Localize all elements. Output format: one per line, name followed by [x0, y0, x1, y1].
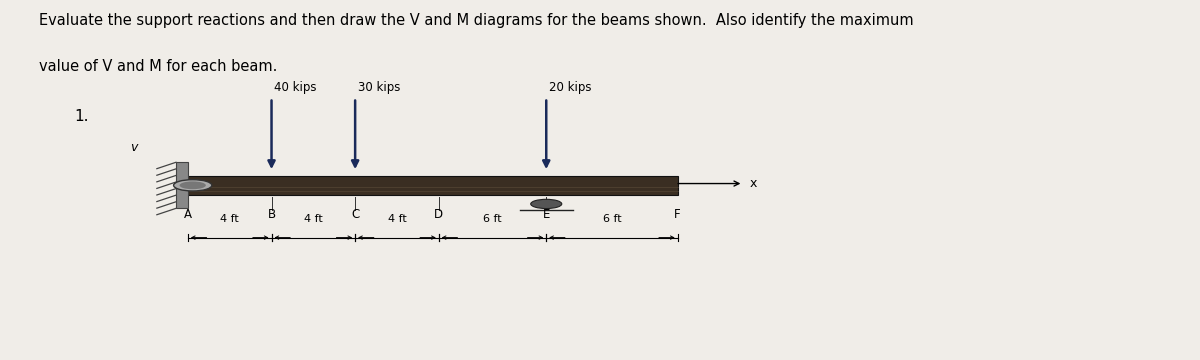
- Circle shape: [180, 181, 206, 189]
- Text: B: B: [268, 208, 276, 221]
- Text: 4 ft: 4 ft: [388, 214, 407, 224]
- Text: D: D: [434, 208, 443, 221]
- Circle shape: [530, 199, 562, 208]
- Text: x: x: [749, 177, 757, 190]
- Text: F: F: [674, 208, 680, 221]
- Text: 30 kips: 30 kips: [358, 81, 400, 94]
- Bar: [176, 162, 188, 208]
- Text: C: C: [352, 208, 359, 221]
- Bar: [188, 176, 678, 195]
- Text: 4 ft: 4 ft: [221, 214, 239, 224]
- Text: 4 ft: 4 ft: [304, 214, 323, 224]
- Circle shape: [174, 180, 212, 191]
- Text: 6 ft: 6 ft: [484, 214, 502, 224]
- Text: v: v: [131, 141, 138, 154]
- Text: A: A: [184, 208, 192, 221]
- Text: 6 ft: 6 ft: [602, 214, 622, 224]
- Text: 20 kips: 20 kips: [548, 81, 592, 94]
- Text: value of V and M for each beam.: value of V and M for each beam.: [38, 59, 277, 75]
- Text: Evaluate the support reactions and then draw the V and M diagrams for the beams : Evaluate the support reactions and then …: [38, 13, 913, 28]
- Text: 1.: 1.: [74, 109, 89, 124]
- Text: 40 kips: 40 kips: [274, 81, 317, 94]
- Text: E: E: [542, 208, 550, 221]
